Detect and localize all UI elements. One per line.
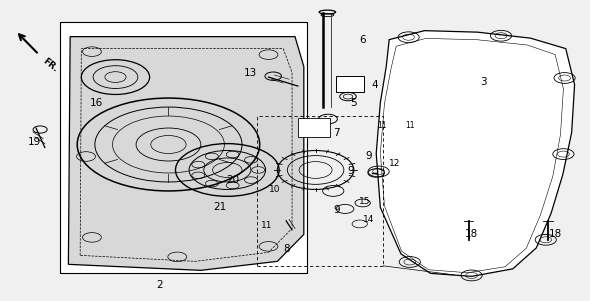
Text: 10: 10 bbox=[268, 185, 280, 194]
Text: 3: 3 bbox=[480, 76, 487, 87]
Text: 9: 9 bbox=[365, 151, 372, 162]
Text: 20: 20 bbox=[227, 175, 240, 185]
Text: 6: 6 bbox=[359, 35, 366, 45]
Text: 11: 11 bbox=[405, 120, 415, 129]
Text: 15: 15 bbox=[359, 197, 370, 206]
Text: 18: 18 bbox=[549, 229, 562, 239]
Text: 4: 4 bbox=[371, 79, 378, 90]
Bar bbox=[257, 116, 384, 266]
Text: 19: 19 bbox=[28, 137, 41, 147]
Bar bbox=[336, 76, 365, 92]
Text: 9: 9 bbox=[333, 205, 339, 216]
Text: 11: 11 bbox=[378, 120, 387, 129]
Text: 13: 13 bbox=[244, 68, 257, 78]
Text: 7: 7 bbox=[333, 128, 339, 138]
Text: 12: 12 bbox=[389, 160, 401, 169]
Text: 5: 5 bbox=[350, 98, 357, 107]
Polygon shape bbox=[376, 31, 575, 276]
Text: 21: 21 bbox=[213, 203, 227, 213]
Polygon shape bbox=[68, 37, 304, 270]
Text: 2: 2 bbox=[156, 280, 163, 290]
Text: 16: 16 bbox=[90, 98, 103, 107]
Text: FR.: FR. bbox=[41, 56, 59, 73]
Text: 11: 11 bbox=[261, 221, 273, 230]
Text: 18: 18 bbox=[465, 229, 478, 239]
Text: 17: 17 bbox=[302, 123, 314, 132]
Bar bbox=[60, 22, 307, 273]
Text: 14: 14 bbox=[363, 215, 374, 224]
Text: 9: 9 bbox=[348, 166, 354, 176]
Text: 8: 8 bbox=[283, 244, 290, 254]
Bar bbox=[298, 118, 330, 137]
